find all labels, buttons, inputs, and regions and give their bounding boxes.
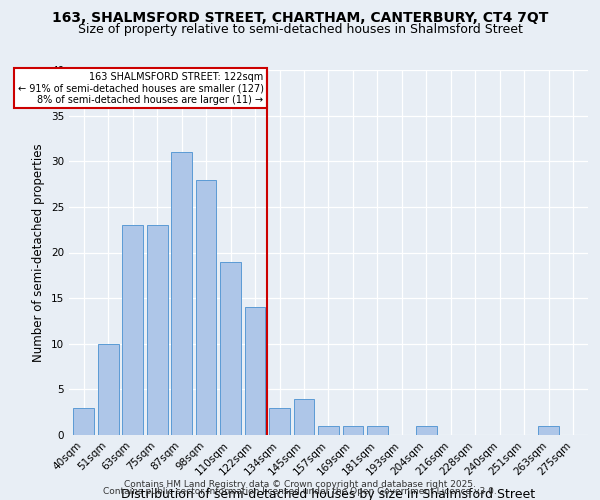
Bar (416, 426, 437, 435)
Bar (220, 262, 241, 435)
Y-axis label: Number of semi-detached properties: Number of semi-detached properties (32, 143, 46, 362)
Bar (147, 225, 167, 435)
Bar (245, 307, 265, 435)
Bar (171, 152, 192, 435)
Bar (538, 426, 559, 435)
Bar (122, 225, 143, 435)
Bar (318, 426, 339, 435)
Bar (73, 408, 94, 435)
Text: 163 SHALMSFORD STREET: 122sqm
← 91% of semi-detached houses are smaller (127)
8%: 163 SHALMSFORD STREET: 122sqm ← 91% of s… (17, 72, 263, 105)
Bar (343, 426, 364, 435)
Bar (196, 180, 217, 435)
X-axis label: Distribution of semi-detached houses by size in Shalmsford Street: Distribution of semi-detached houses by … (121, 488, 536, 500)
Text: Contains HM Land Registry data © Crown copyright and database right 2025.: Contains HM Land Registry data © Crown c… (124, 480, 476, 489)
Bar (293, 398, 314, 435)
Bar (98, 344, 119, 435)
Bar (367, 426, 388, 435)
Text: Size of property relative to semi-detached houses in Shalmsford Street: Size of property relative to semi-detach… (77, 22, 523, 36)
Text: 163, SHALMSFORD STREET, CHARTHAM, CANTERBURY, CT4 7QT: 163, SHALMSFORD STREET, CHARTHAM, CANTER… (52, 11, 548, 25)
Bar (269, 408, 290, 435)
Text: Contains public sector information licensed under the Open Government Licence v3: Contains public sector information licen… (103, 487, 497, 496)
